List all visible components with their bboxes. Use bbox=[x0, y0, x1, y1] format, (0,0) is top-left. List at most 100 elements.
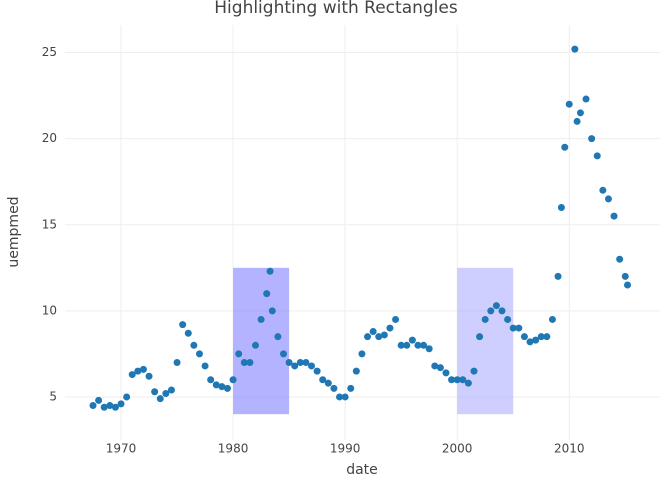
point bbox=[624, 281, 632, 289]
point bbox=[134, 367, 142, 375]
point bbox=[123, 393, 131, 401]
point bbox=[498, 307, 506, 315]
point bbox=[571, 45, 579, 53]
highlight-rect bbox=[233, 267, 290, 415]
point bbox=[347, 384, 355, 392]
point bbox=[229, 376, 237, 384]
point bbox=[548, 315, 556, 323]
point bbox=[179, 321, 187, 329]
x-tick-label: 2010 bbox=[554, 442, 585, 456]
point bbox=[184, 329, 192, 337]
point bbox=[330, 384, 338, 392]
y-tick-label: 25 bbox=[42, 45, 57, 59]
point bbox=[420, 341, 428, 349]
point bbox=[139, 365, 147, 373]
point bbox=[285, 359, 293, 367]
point bbox=[319, 376, 327, 384]
point bbox=[403, 341, 411, 349]
point bbox=[554, 272, 562, 280]
point bbox=[604, 195, 612, 203]
chart-title: Highlighting with Rectangles bbox=[214, 0, 458, 18]
y-tick-label: 15 bbox=[42, 217, 57, 231]
x-axis-title: date bbox=[346, 462, 378, 478]
x-tick-label: 1970 bbox=[106, 442, 137, 456]
point bbox=[442, 369, 450, 377]
point bbox=[532, 336, 540, 344]
point bbox=[162, 390, 170, 398]
point bbox=[352, 367, 360, 375]
point bbox=[408, 336, 416, 344]
point bbox=[235, 350, 243, 358]
point bbox=[582, 95, 590, 103]
point bbox=[509, 324, 517, 332]
point bbox=[190, 341, 198, 349]
point bbox=[380, 331, 388, 339]
point bbox=[561, 143, 569, 151]
point bbox=[128, 371, 136, 379]
point bbox=[156, 395, 164, 403]
point bbox=[218, 383, 226, 391]
point bbox=[106, 402, 114, 410]
point bbox=[145, 372, 153, 380]
point bbox=[573, 117, 581, 125]
point bbox=[576, 109, 584, 117]
point bbox=[246, 359, 254, 367]
point bbox=[201, 362, 209, 370]
point bbox=[448, 376, 456, 384]
point bbox=[386, 324, 394, 332]
point bbox=[565, 100, 573, 108]
point bbox=[336, 393, 344, 401]
point bbox=[599, 186, 607, 194]
point bbox=[212, 381, 220, 389]
point bbox=[268, 307, 276, 315]
point bbox=[291, 362, 299, 370]
point bbox=[117, 400, 125, 408]
point bbox=[476, 333, 484, 341]
point bbox=[588, 135, 596, 143]
point bbox=[223, 384, 231, 392]
point bbox=[492, 302, 500, 310]
point bbox=[616, 255, 624, 263]
point bbox=[453, 376, 461, 384]
point bbox=[425, 345, 433, 353]
point bbox=[313, 367, 321, 375]
point bbox=[481, 315, 489, 323]
point bbox=[95, 396, 103, 404]
point bbox=[89, 402, 97, 410]
point bbox=[195, 350, 203, 358]
y-axis-title: uempmed bbox=[6, 196, 22, 267]
point bbox=[392, 315, 400, 323]
point bbox=[111, 403, 119, 411]
point bbox=[257, 315, 265, 323]
point bbox=[167, 386, 175, 394]
x-tick-label: 1990 bbox=[330, 442, 361, 456]
point bbox=[537, 333, 545, 341]
point bbox=[526, 338, 534, 346]
highlight-rect bbox=[457, 267, 514, 415]
point bbox=[207, 376, 215, 384]
point bbox=[369, 328, 377, 336]
point bbox=[610, 212, 618, 220]
point bbox=[266, 267, 274, 275]
point bbox=[470, 367, 478, 375]
x-tick-label: 1980 bbox=[218, 442, 249, 456]
point bbox=[296, 359, 304, 367]
point bbox=[487, 307, 495, 315]
x-tick-label: 2000 bbox=[442, 442, 473, 456]
point bbox=[459, 376, 467, 384]
y-tick-label: 5 bbox=[49, 389, 57, 403]
point bbox=[621, 272, 629, 280]
point bbox=[515, 324, 523, 332]
point bbox=[151, 388, 159, 396]
point bbox=[375, 333, 383, 341]
point bbox=[504, 315, 512, 323]
point bbox=[302, 359, 310, 367]
point bbox=[414, 341, 422, 349]
point bbox=[251, 341, 259, 349]
point bbox=[274, 333, 282, 341]
point bbox=[263, 290, 271, 298]
point bbox=[341, 393, 349, 401]
point bbox=[364, 333, 372, 341]
point bbox=[593, 152, 601, 160]
